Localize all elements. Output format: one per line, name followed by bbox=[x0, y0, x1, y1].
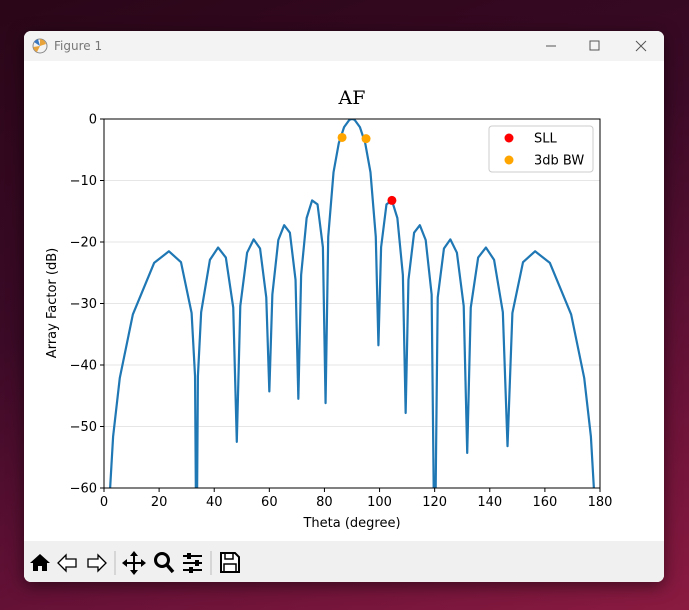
y-tick-label: −10 bbox=[70, 174, 97, 189]
y-tick-label: −40 bbox=[70, 359, 97, 374]
close-button[interactable] bbox=[635, 40, 647, 52]
back-button[interactable] bbox=[57, 553, 77, 573]
y-tick-label: −60 bbox=[70, 482, 97, 497]
chart-title: AF bbox=[338, 87, 366, 109]
scatter-point bbox=[361, 134, 371, 144]
x-tick-label: 0 bbox=[100, 495, 108, 510]
title-bar: Figure 1 bbox=[24, 31, 664, 61]
toolbar-icons bbox=[30, 551, 240, 575]
x-axis-label: Theta (degree) bbox=[302, 516, 400, 531]
x-tick-label: 20 bbox=[151, 495, 168, 510]
legend-label: 3db BW bbox=[534, 154, 584, 169]
x-tick-label: 120 bbox=[422, 495, 447, 510]
forward-button[interactable] bbox=[87, 553, 107, 573]
legend-label: SLL bbox=[534, 132, 557, 147]
x-tick-label: 80 bbox=[316, 495, 333, 510]
y-tick-label: −20 bbox=[70, 236, 97, 251]
zoom-button[interactable] bbox=[154, 552, 175, 574]
y-tick-label: −30 bbox=[70, 297, 97, 312]
y-axis-label: Array Factor (dB) bbox=[45, 248, 60, 358]
legend-box bbox=[488, 125, 594, 173]
plot-frame bbox=[103, 118, 601, 489]
legend-marker bbox=[504, 155, 514, 165]
scatter-point bbox=[387, 195, 397, 205]
y-tick-label: −50 bbox=[70, 420, 97, 435]
window-controls bbox=[546, 40, 647, 52]
maximize-button[interactable] bbox=[589, 40, 600, 51]
scatter-point bbox=[337, 132, 347, 142]
x-tick-label: 140 bbox=[477, 495, 502, 510]
window-title: Figure 1 bbox=[54, 39, 103, 53]
app-icon bbox=[32, 38, 48, 54]
x-tick-label: 100 bbox=[367, 495, 392, 510]
toolbar bbox=[24, 541, 664, 582]
pan-button[interactable] bbox=[122, 551, 146, 575]
x-tick-label: 40 bbox=[206, 495, 223, 510]
configure-button[interactable] bbox=[183, 553, 202, 573]
legend-marker bbox=[504, 133, 514, 143]
x-tick-label: 160 bbox=[532, 495, 557, 510]
home-button[interactable] bbox=[30, 554, 50, 571]
window: Figure 1 bbox=[24, 31, 664, 582]
x-tick-label: 60 bbox=[261, 495, 278, 510]
af-line bbox=[109, 119, 595, 488]
y-tick-label: 0 bbox=[89, 113, 97, 128]
save-button[interactable] bbox=[220, 552, 240, 573]
x-tick-label: 180 bbox=[588, 495, 613, 510]
